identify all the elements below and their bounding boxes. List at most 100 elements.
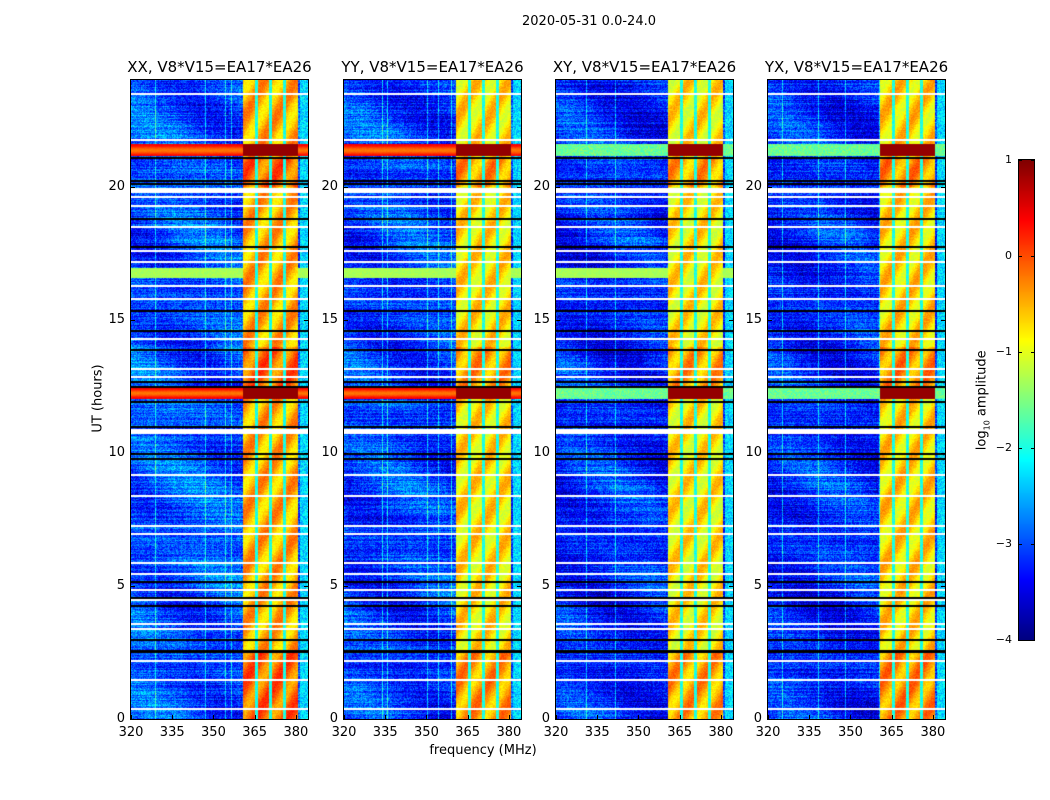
- x-tick-mark: [508, 715, 510, 719]
- y-tick-mark: [768, 319, 772, 321]
- y-tick-label: 5: [753, 577, 762, 593]
- colorbar-tick-label: 0: [1005, 249, 1012, 262]
- x-tick-mark: [679, 715, 681, 719]
- y-tick-label: 5: [329, 577, 338, 593]
- spectrogram-image: [768, 80, 945, 719]
- y-tick-mark: [517, 319, 521, 321]
- spectrogram-panel-yx: YX, V8*V15=EA17*EA26 320 335 350 365 380 0 5 10 1…: [745, 58, 948, 740]
- y-tick-label: 10: [321, 444, 338, 460]
- y-tick-mark: [517, 719, 521, 720]
- x-tick-mark: [131, 715, 132, 719]
- y-tick-label: 15: [533, 311, 550, 327]
- x-tick-label: 350: [414, 725, 439, 740]
- y-tick-label: 10: [745, 444, 762, 460]
- y-tick-mark: [556, 585, 560, 587]
- colorbar-tick-mark: [1031, 640, 1034, 641]
- colorbar-tick-label: −4: [995, 633, 1012, 646]
- x-tick-mark: [638, 715, 640, 719]
- y-tick-mark: [344, 319, 348, 321]
- y-tick-mark: [729, 186, 733, 188]
- x-tick-label: 320: [331, 725, 357, 740]
- x-tick-mark: [720, 715, 722, 719]
- y-tick-mark: [768, 585, 772, 587]
- y-tick-mark: [517, 186, 521, 188]
- colorbar-tick-mark: [1031, 352, 1034, 353]
- x-tick-label: 365: [667, 725, 693, 740]
- y-tick-mark: [344, 186, 348, 188]
- panel-title: XX, V8*V15=EA17*EA26: [127, 58, 312, 76]
- y-tick-mark: [556, 186, 560, 188]
- x-tick-label: 365: [879, 725, 905, 740]
- colorbar-tick-mark: [1019, 544, 1022, 545]
- x-tick-mark: [768, 715, 769, 719]
- x-tick-label: 365: [242, 725, 268, 740]
- y-tick-label: 5: [116, 577, 125, 593]
- y-tick-mark: [304, 719, 308, 720]
- colorbar-label-sub: 10: [982, 420, 992, 431]
- y-tick-mark: [304, 585, 308, 587]
- x-tick-label: 335: [159, 725, 185, 740]
- y-tick-label: 0: [541, 711, 550, 726]
- x-tick-mark: [932, 715, 934, 719]
- y-tick-mark: [768, 719, 772, 720]
- colorbar-label-text: amplitude: [974, 350, 990, 421]
- colorbar-tick-mark: [1019, 448, 1022, 449]
- y-tick-mark: [729, 585, 733, 587]
- x-tick-label: 380: [283, 725, 309, 740]
- y-tick-mark: [344, 585, 348, 587]
- y-tick-mark: [131, 452, 135, 454]
- y-tick-label: 15: [321, 311, 338, 327]
- x-tick-mark: [254, 715, 256, 719]
- colorbar: 1 0 −1 −2 −3 −4: [996, 154, 1035, 646]
- colorbar-tick-label: −1: [995, 345, 1012, 358]
- colorbar-tick-label: −2: [995, 441, 1012, 454]
- x-tick-label: 320: [118, 725, 144, 740]
- y-tick-mark: [941, 186, 945, 188]
- y-tick-mark: [344, 719, 348, 720]
- y-tick-mark: [517, 585, 521, 587]
- colorbar-tick-mark: [1019, 256, 1022, 257]
- x-tick-mark: [213, 715, 215, 719]
- x-tick-label: 350: [626, 725, 651, 740]
- x-tick-label: 335: [796, 725, 822, 740]
- x-tick-label: 335: [584, 725, 610, 740]
- y-tick-label: 15: [745, 311, 762, 327]
- y-tick-label: 20: [745, 178, 762, 194]
- x-tick-mark: [850, 715, 852, 719]
- panel-title: XY, V8*V15=EA17*EA26: [552, 58, 737, 76]
- x-tick-label: 335: [372, 725, 398, 740]
- y-tick-mark: [941, 452, 945, 454]
- y-tick-mark: [131, 585, 135, 587]
- colorbar-tick-mark: [1019, 160, 1022, 161]
- colorbar-frame: [1018, 159, 1035, 641]
- y-tick-mark: [304, 452, 308, 454]
- y-tick-label: 20: [321, 178, 338, 194]
- x-tick-mark: [295, 715, 297, 719]
- x-axis-label: frequency (MHz): [429, 743, 537, 758]
- y-tick-label: 20: [533, 178, 550, 194]
- y-tick-label: 5: [541, 577, 550, 593]
- spectrogram-image: [556, 80, 733, 719]
- y-tick-label: 20: [108, 178, 125, 194]
- colorbar-tick-label: −3: [995, 537, 1012, 550]
- spectrogram-panel-xy: XY, V8*V15=EA17*EA26 320 335 350 365 380 0 5 10 1…: [533, 58, 736, 740]
- x-tick-label: 380: [496, 725, 522, 740]
- y-tick-label: 10: [533, 444, 550, 460]
- x-tick-label: 350: [838, 725, 863, 740]
- x-tick-mark: [809, 715, 811, 719]
- spectrogram-panel-yy: YY, V8*V15=EA17*EA26 320 335 350 365 380 0 5 10 1…: [321, 58, 523, 740]
- y-tick-label: 0: [329, 711, 338, 726]
- colorbar-gradient: [1019, 160, 1034, 640]
- y-tick-mark: [304, 186, 308, 188]
- y-tick-mark: [304, 319, 308, 321]
- spectrogram-panel-xx: XX, V8*V15=EA17*EA26 320 335 350 365 380 0 5 10 1…: [108, 58, 311, 740]
- x-tick-label: 365: [455, 725, 481, 740]
- y-tick-mark: [941, 719, 945, 720]
- y-tick-mark: [344, 452, 348, 454]
- y-tick-mark: [729, 452, 733, 454]
- y-tick-mark: [131, 319, 135, 321]
- panel-title: YY, V8*V15=EA17*EA26: [341, 58, 524, 76]
- colorbar-tick-mark: [1019, 640, 1022, 641]
- y-tick-mark: [768, 186, 772, 188]
- x-tick-mark: [385, 715, 387, 719]
